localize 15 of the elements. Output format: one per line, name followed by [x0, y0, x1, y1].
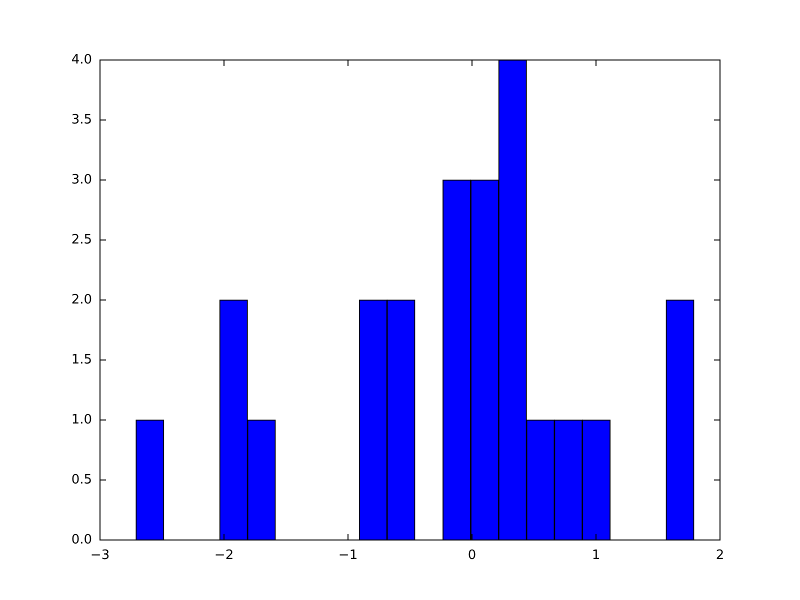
y-tick-label: 1.0: [71, 412, 92, 428]
x-tick-label: −1: [338, 548, 358, 564]
y-tick-label: 3.5: [71, 112, 92, 128]
y-tick-label: 4.0: [71, 52, 92, 68]
x-tick-label: 1: [592, 548, 600, 564]
y-tick-label: 2.0: [71, 292, 92, 308]
x-tick-label: −3: [90, 548, 110, 564]
x-tick-label: −2: [214, 548, 234, 564]
x-tick-label: 0: [468, 548, 476, 564]
y-tick-label: 0.5: [71, 472, 92, 488]
y-tick-label: 0.0: [71, 532, 92, 548]
y-tick-label: 1.5: [71, 352, 92, 368]
y-tick-label: 2.5: [71, 232, 92, 248]
y-tick-label: 3.0: [71, 172, 92, 188]
x-tick-label: 2: [716, 548, 724, 564]
